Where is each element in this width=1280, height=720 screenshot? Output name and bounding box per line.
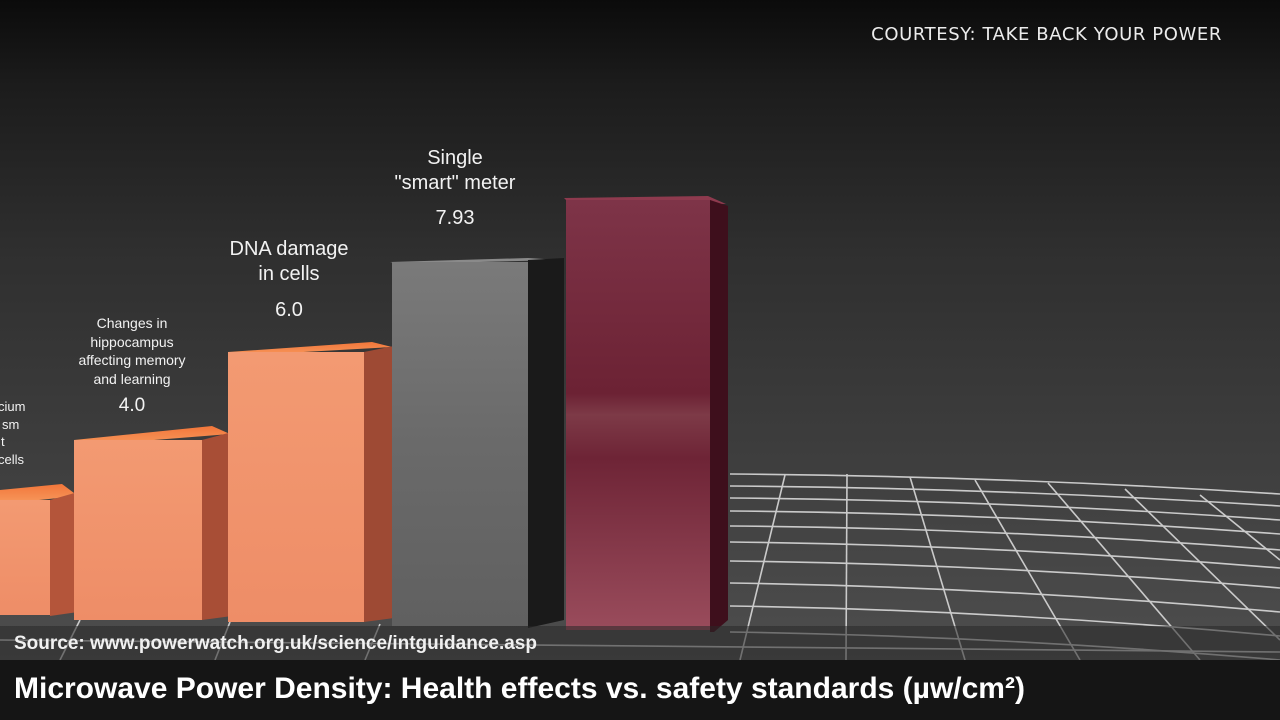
bar-2-label-line-4: and learning [93,370,171,387]
bar-4 [390,258,564,628]
caption-bar: Microwave Power Density: Health effects … [0,660,1280,720]
bar-4-value: 7.93 [435,207,475,229]
bar-2-label: Changes in hippocampus affecting memory … [62,314,202,416]
bar-5 [564,196,728,632]
bar-2-label-line-1: Changes in [96,315,168,331]
bar-1-label-line-4: cells [0,451,25,467]
source-text: Source: www.powerwatch.org.uk/science/in… [14,633,537,654]
bar-1-label-line-2: sm [2,416,20,432]
source-bar: Source: www.powerwatch.org.uk/science/in… [0,626,1280,660]
bar-1-label: cium sm t cells [0,398,25,468]
bar-1-label-line-1: cium [0,399,26,414]
bar-4-label-line-2: "smart" meter [394,172,516,194]
bar-2 [74,426,232,620]
bar-2-label-line-3: affecting memory [78,352,186,368]
bar-4-label: Single "smart" meter 7.93 [380,146,530,231]
bar-4-label-line-1: Single [427,147,483,169]
bar-1-label-line-3: t [1,434,5,449]
courtesy-watermark: COURTESY: TAKE BACK YOUR POWER [871,24,1222,45]
chart-title: Microwave Power Density: Health effects … [14,672,1025,705]
bar-3-label-line-1: DNA damage [229,238,349,260]
bar-3 [228,342,394,622]
bar-2-value: 4.0 [118,395,146,416]
bar-1 [0,484,78,616]
bar-3-label-line-2: in cells [258,263,320,285]
bar-3-label: DNA damage in cells 6.0 [214,237,364,323]
bar-2-label-line-2: hippocampus [90,333,174,350]
bar-3-value: 6.0 [275,299,303,321]
